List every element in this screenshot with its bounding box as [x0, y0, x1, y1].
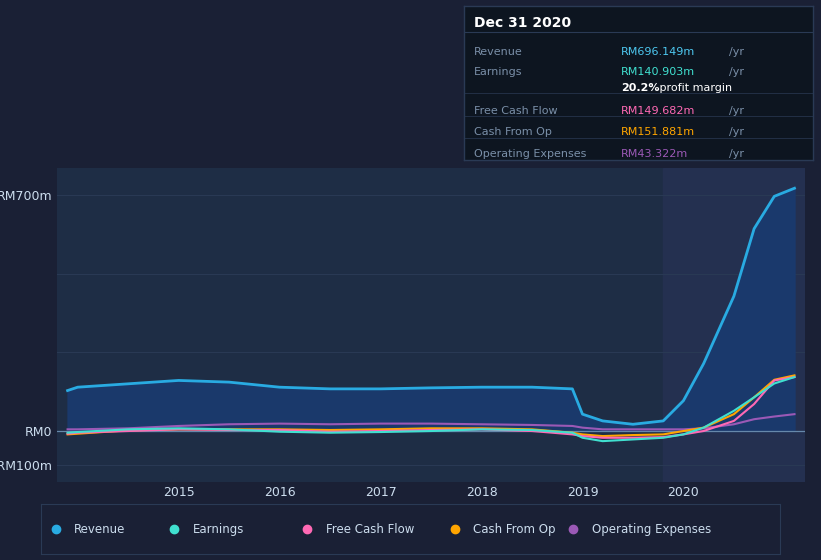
- Text: Dec 31 2020: Dec 31 2020: [475, 16, 571, 30]
- Text: Revenue: Revenue: [475, 47, 523, 57]
- Text: RM140.903m: RM140.903m: [621, 67, 695, 77]
- Text: Earnings: Earnings: [475, 67, 523, 77]
- Text: RM43.322m: RM43.322m: [621, 149, 688, 159]
- Text: /yr: /yr: [729, 106, 744, 116]
- Text: RM151.881m: RM151.881m: [621, 127, 695, 137]
- Bar: [663, 168, 805, 482]
- Text: RM149.682m: RM149.682m: [621, 106, 695, 116]
- Text: Cash From Op: Cash From Op: [475, 127, 553, 137]
- Text: Earnings: Earnings: [192, 522, 244, 536]
- Text: Free Cash Flow: Free Cash Flow: [325, 522, 414, 536]
- Text: Free Cash Flow: Free Cash Flow: [475, 106, 558, 116]
- Text: Cash From Op: Cash From Op: [474, 522, 556, 536]
- Text: Operating Expenses: Operating Expenses: [591, 522, 711, 536]
- Text: Operating Expenses: Operating Expenses: [475, 149, 587, 159]
- Text: Revenue: Revenue: [75, 522, 126, 536]
- Text: RM696.149m: RM696.149m: [621, 47, 695, 57]
- Text: /yr: /yr: [729, 127, 744, 137]
- Text: /yr: /yr: [729, 67, 744, 77]
- Text: 20.2%: 20.2%: [621, 83, 659, 92]
- Text: /yr: /yr: [729, 47, 744, 57]
- Text: /yr: /yr: [729, 149, 744, 159]
- Text: profit margin: profit margin: [656, 83, 732, 92]
